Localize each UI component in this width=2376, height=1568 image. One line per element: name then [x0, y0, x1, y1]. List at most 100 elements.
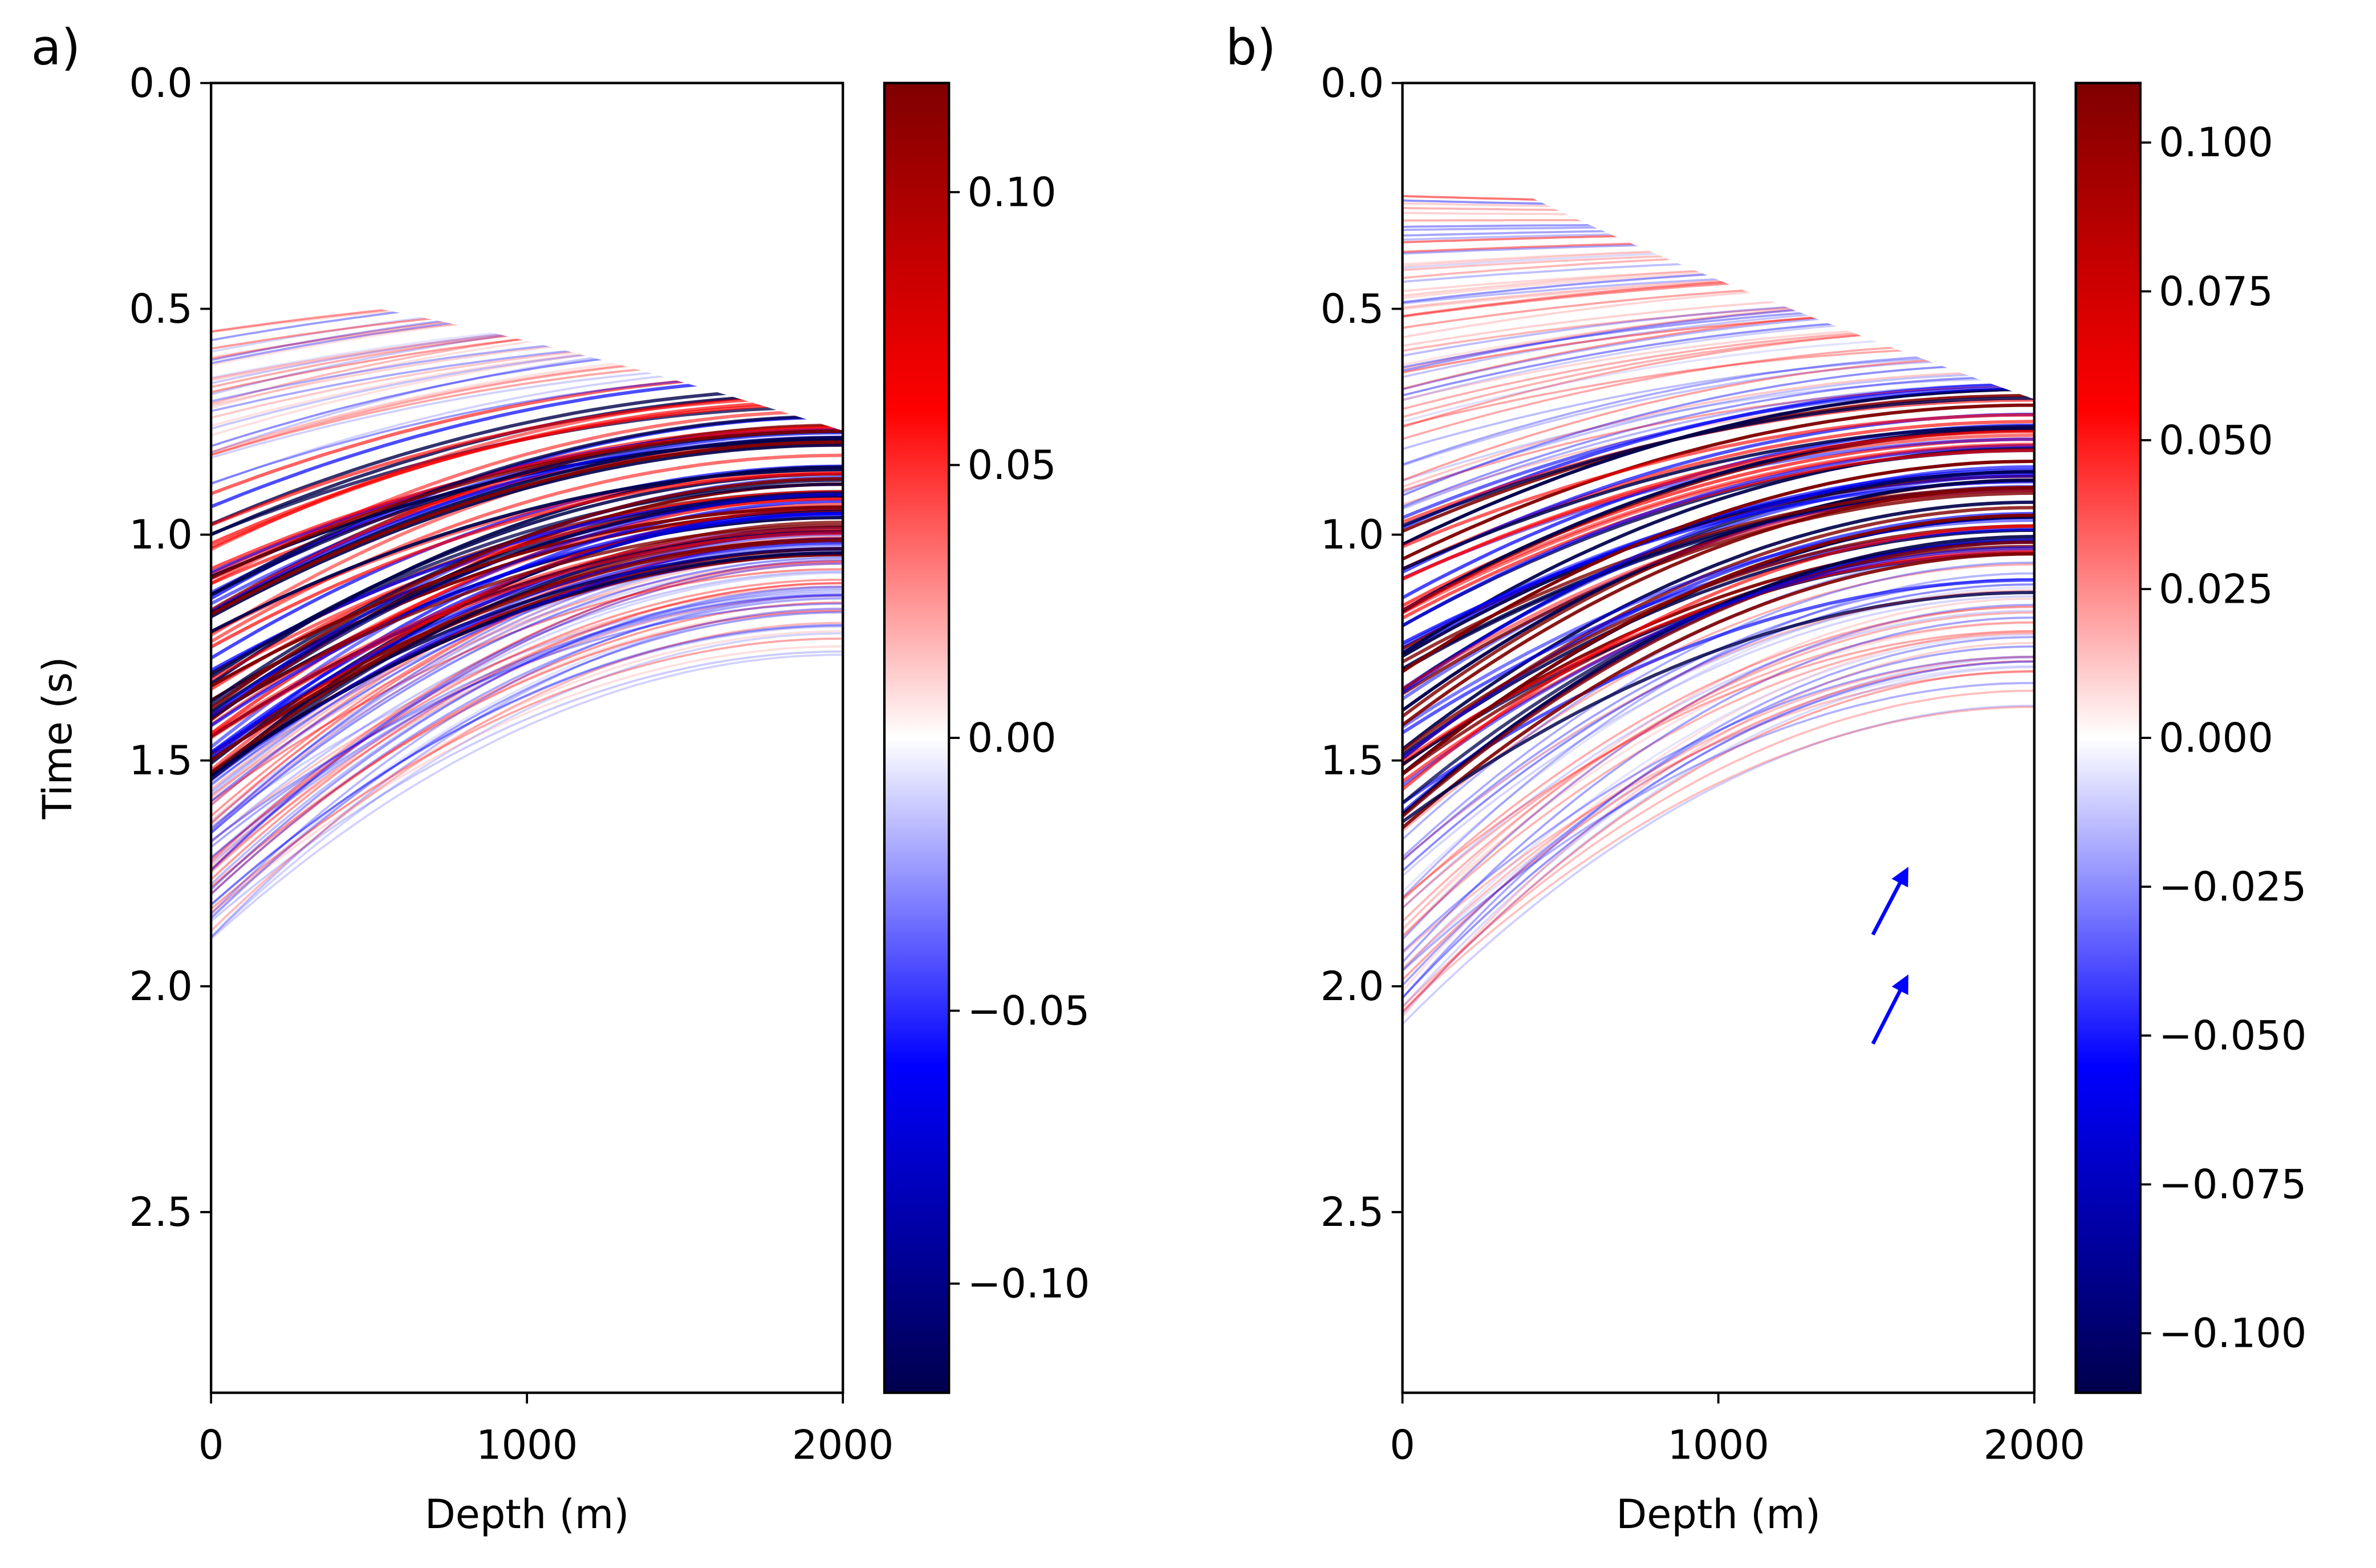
colorbar-tick-label: 0.10	[968, 169, 1057, 216]
seismic-event	[211, 571, 843, 859]
seismic-event	[1402, 641, 2034, 1018]
seismic-event	[1402, 589, 2034, 861]
seismic-event	[1402, 385, 2034, 492]
y-tick-label: 0.0	[129, 60, 192, 107]
seismic-event	[1402, 546, 2034, 787]
seismic-event	[1402, 689, 2034, 1008]
plot-frame	[1401, 82, 2036, 1394]
seismic-event	[1402, 425, 2034, 571]
seismic-event	[211, 561, 843, 823]
seismic-event	[1402, 611, 2034, 923]
seismic-event	[211, 547, 843, 822]
seismic-event	[1402, 465, 2034, 694]
y-tick-label: 1.5	[129, 737, 192, 784]
seismic-event	[211, 523, 843, 717]
y-tick-label: 1.0	[129, 511, 192, 558]
seismic-event	[211, 593, 843, 848]
colorbar-tick-label: −0.075	[2159, 1161, 2306, 1208]
seismic-event	[1402, 386, 2034, 519]
annotation-arrow	[1871, 867, 1908, 936]
seismic-event	[1402, 387, 2034, 546]
seismic-event	[1402, 610, 2034, 909]
seismic-event	[1402, 563, 2034, 832]
x-axis-label: Depth (m)	[1616, 1491, 1821, 1538]
x-tick-label: 0	[1390, 1422, 1415, 1469]
seismic-event	[211, 562, 843, 870]
seismic-event	[211, 559, 843, 867]
seismic-event	[211, 594, 843, 915]
seismic-event	[211, 527, 843, 736]
seismic-event	[211, 587, 843, 885]
y-tick-label: 0.5	[1321, 286, 1384, 332]
y-tick-label: 1.5	[1321, 737, 1384, 784]
seismic-event	[1402, 491, 2034, 696]
seismic-event	[211, 472, 843, 649]
seismic-event	[1402, 572, 2034, 899]
seismic-event	[211, 539, 843, 762]
seismic-event	[211, 533, 843, 786]
seismic-event	[1402, 513, 2034, 776]
seismic-event	[1402, 606, 2034, 901]
seismic-event	[211, 568, 843, 803]
seismic-event	[211, 645, 843, 914]
seismic-event	[211, 594, 843, 859]
seismic-event	[1402, 704, 2034, 1025]
seismic-event	[211, 505, 843, 688]
seismic-event	[211, 477, 843, 710]
seismic-event	[211, 562, 843, 872]
seismic-event	[211, 395, 843, 527]
seismic-event	[1402, 371, 2034, 488]
seismic-event	[211, 650, 843, 922]
seismic-event	[211, 625, 843, 905]
seismic-event	[1402, 524, 2034, 791]
seismic-event	[1402, 578, 2034, 805]
seismic-event	[211, 608, 843, 887]
seismic-event	[1402, 629, 2034, 992]
y-axis-label: Time (s)	[34, 657, 81, 820]
seismic-event	[211, 632, 843, 938]
y-tick-label: 1.0	[1321, 511, 1384, 558]
seismic-event	[211, 547, 843, 761]
x-tick-label: 1000	[476, 1422, 578, 1469]
seismic-event	[1402, 552, 2034, 830]
seismic-event	[211, 440, 843, 616]
seismic-event	[211, 653, 843, 940]
seismic-event	[211, 430, 843, 614]
colorbar-tick-label: −0.025	[2159, 863, 2306, 910]
seismic-event	[211, 531, 843, 740]
seismic-event	[1402, 206, 2034, 214]
panel-label: a)	[31, 19, 81, 76]
seismic-event	[211, 399, 843, 549]
seismic-event	[1402, 377, 2034, 482]
seismic-event	[1402, 358, 2034, 467]
seismic-event	[1402, 429, 2034, 581]
seismic-event	[1402, 271, 2034, 309]
seismic-event	[1402, 671, 2034, 954]
colorbar-tick-label: 0.00	[968, 714, 1057, 761]
seismic-event	[1402, 591, 2034, 823]
seismic-event	[211, 590, 843, 865]
seismic-event	[211, 595, 843, 863]
seismic-event	[1402, 655, 2034, 953]
seismic-event	[1402, 442, 2034, 612]
seismic-event	[211, 415, 843, 596]
colorbar-tick-label: 0.100	[2159, 119, 2273, 166]
seismic-event	[211, 582, 843, 880]
seismic-event	[211, 531, 843, 796]
seismic-event	[1402, 363, 2034, 497]
seismic-event	[1402, 669, 2034, 1013]
seismic-event	[1402, 630, 2034, 899]
seismic-event	[1402, 655, 2034, 970]
x-tick-label: 2000	[1984, 1422, 2085, 1469]
seismic-event	[1402, 372, 2034, 494]
seismic-event	[1402, 212, 2034, 217]
seismic-event	[211, 560, 843, 797]
plot-frame	[209, 82, 844, 1394]
seismic-event	[211, 468, 843, 633]
seismic-event	[1402, 632, 2034, 937]
seismic-event	[211, 286, 843, 342]
seismic-event	[211, 591, 843, 828]
y-tick-label: 0.5	[129, 286, 192, 332]
colorbar	[883, 82, 951, 1394]
